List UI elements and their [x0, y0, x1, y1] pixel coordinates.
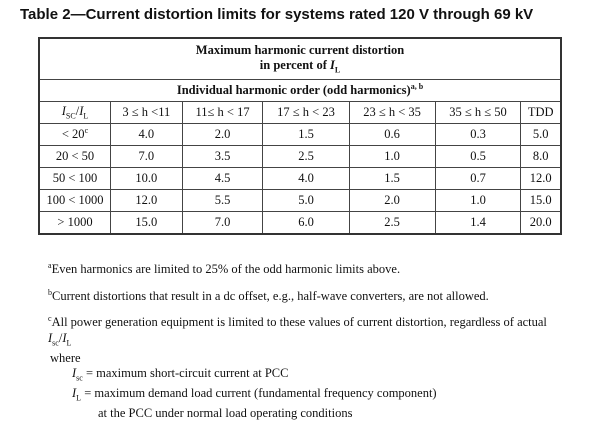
cell: 2.5 — [262, 145, 350, 168]
footnote-mark: c — [48, 314, 52, 324]
cell: 5.0 — [520, 123, 562, 146]
note-text: Even harmonics are limited to 25% of the… — [51, 262, 401, 277]
cell: 2.0 — [348, 189, 436, 212]
row-label: 100 < 1000 — [38, 189, 111, 212]
cell: 5.5 — [181, 189, 264, 212]
def-symbol: I — [72, 366, 77, 381]
cell: 5.0 — [262, 189, 350, 212]
corner-text: I — [79, 104, 84, 119]
def-symbol: I — [72, 386, 77, 401]
cell: 8.0 — [520, 145, 562, 168]
cell: 1.5 — [262, 123, 350, 146]
note: bCurrent distortions that result in a dc… — [48, 285, 558, 305]
cell: 10.0 — [110, 167, 183, 190]
row-label-text: 20 < 50 — [55, 149, 95, 163]
column-row: ISC/IL 3 ≤ h <11 11≤ h < 17 17 ≤ h < 23 23 … — [38, 101, 562, 124]
corner-text: L — [83, 111, 89, 121]
corner-text: I — [61, 104, 66, 119]
corner-text: / — [75, 104, 80, 119]
note: cAll power generation equipment is limit… — [48, 311, 558, 351]
table-title: Table 2—Current distortion limits for sy… — [20, 6, 534, 23]
data-row: 20 < 50 7.0 3.5 2.5 1.0 0.5 8.0 — [38, 145, 562, 168]
cell: 1.0 — [434, 189, 522, 212]
cell: 3.5 — [181, 145, 264, 168]
header-row: Individual harmonic order (odd harmonics… — [38, 79, 562, 102]
note: aEven harmonics are limited to 25% of th… — [48, 258, 558, 278]
cell: 1.4 — [434, 211, 522, 235]
header-text: L — [334, 65, 341, 75]
note-text: / — [58, 330, 63, 345]
cell: 15.0 — [110, 211, 183, 235]
data-row: 100 < 1000 12.0 5.5 5.0 2.0 1.0 15.0 — [38, 189, 562, 212]
cell: 2.5 — [348, 211, 436, 235]
header-text: Maximum harmonic current distortion — [195, 43, 405, 58]
note-text: L — [66, 338, 72, 348]
cell: 1.0 — [348, 145, 436, 168]
note-text: sc — [52, 338, 59, 348]
header-text: Individual harmonic order (odd harmonics… — [176, 83, 411, 98]
limits-table: Maximum harmonic current distortion in p… — [38, 37, 562, 235]
note-text: Current distortions that result in a dc … — [52, 288, 489, 303]
def-symbol: sc — [76, 373, 83, 383]
header-cell: Individual harmonic order (odd harmonics… — [38, 79, 562, 102]
corner-text: SC — [65, 111, 76, 121]
note-text: All power generation equipment is limite… — [51, 315, 547, 330]
cell: 0.5 — [434, 145, 522, 168]
notes: aEven harmonics are limited to 25% of th… — [48, 258, 558, 422]
page: Table 2—Current distortion limits for sy… — [20, 6, 562, 421]
column-header: 35 ≤ h ≤ 50 — [434, 101, 522, 124]
row-label: 20 < 50 — [38, 145, 111, 168]
cell: 4.0 — [262, 167, 350, 190]
cell: 0.7 — [434, 167, 522, 190]
header-text: in percent of — [259, 58, 331, 73]
cell: 0.6 — [348, 123, 436, 146]
cell: 7.0 — [110, 145, 183, 168]
cell: 7.0 — [181, 211, 264, 235]
note-text: I — [62, 330, 67, 345]
footnote-mark: a — [48, 261, 52, 270]
footnote-mark: a, b — [410, 82, 424, 92]
cell: 12.0 — [520, 167, 562, 190]
cell: 2.0 — [181, 123, 264, 146]
row-label: > 1000 — [38, 211, 111, 235]
column-header: 3 ≤ h <11 — [110, 101, 183, 124]
data-row: < 20c 4.0 2.0 1.5 0.6 0.3 5.0 — [38, 123, 562, 146]
row-label-text: 50 < 100 — [52, 171, 98, 185]
row-label-text: > 1000 — [57, 215, 93, 229]
def-symbol: L — [76, 393, 82, 403]
cell: 6.0 — [262, 211, 350, 235]
cell: 15.0 — [520, 189, 562, 212]
cell: 4.5 — [181, 167, 264, 190]
def-text: = maximum short-circuit current at PCC — [82, 366, 289, 381]
def-text: = maximum demand load current (fundament… — [81, 386, 437, 401]
where: where — [50, 350, 81, 365]
footnote-mark: b — [48, 287, 52, 297]
cell: 20.0 — [520, 211, 562, 235]
definition: at the PCC under normal load operating c… — [98, 406, 353, 421]
header-text: I — [330, 58, 335, 73]
corner-cell: ISC/IL — [38, 101, 111, 124]
row-label-text: < 20 — [61, 127, 85, 142]
column-header: 17 ≤ h < 23 — [262, 101, 350, 124]
column-header: 11≤ h < 17 — [181, 101, 264, 124]
header-cell: Maximum harmonic current distortion in p… — [38, 37, 562, 80]
cell: 0.3 — [434, 123, 522, 146]
row-label: < 20c — [38, 123, 111, 146]
data-row: 50 < 100 10.0 4.5 4.0 1.5 0.7 12.0 — [38, 167, 562, 190]
cell: 1.5 — [348, 167, 436, 190]
cell: 12.0 — [110, 189, 183, 212]
row-label-text: 100 < 1000 — [46, 193, 104, 207]
row-label: 50 < 100 — [38, 167, 111, 190]
data-row: > 1000 15.0 7.0 6.0 2.5 1.4 20.0 — [38, 211, 562, 235]
footnote-mark: c — [84, 126, 89, 136]
cell: 4.0 — [110, 123, 183, 146]
header-row: Maximum harmonic current distortion in p… — [38, 37, 562, 80]
column-header: TDD — [520, 101, 562, 124]
definition: IL = maximum demand load current (fundam… — [72, 386, 558, 406]
note-text: I — [48, 330, 53, 345]
column-header: 23 ≤ h < 35 — [348, 101, 436, 124]
definition: Isc = maximum short-circuit current at P… — [72, 366, 558, 386]
